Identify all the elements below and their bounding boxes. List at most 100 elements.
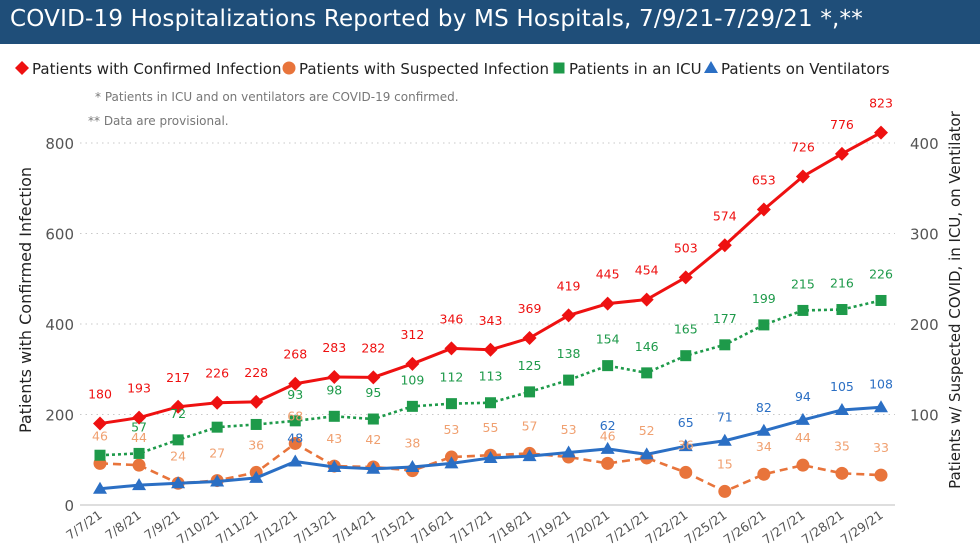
point-patients-on-ventilators bbox=[756, 423, 771, 436]
point-patients-on-ventilators bbox=[171, 476, 186, 489]
point-patients-in-an-icu bbox=[524, 386, 536, 398]
data-label-patients-in-an-icu: 98 bbox=[326, 382, 342, 397]
data-label-patients-with-suspected-infection: 42 bbox=[365, 432, 381, 447]
data-label-patients-with-confirmed-infection: 228 bbox=[244, 365, 268, 380]
point-patients-on-ventilators bbox=[366, 461, 381, 474]
y-left-axis-title: Patients with Confirmed Infection bbox=[16, 167, 35, 433]
point-patients-with-confirmed-infection bbox=[210, 395, 225, 410]
data-label-patients-with-confirmed-infection: 503 bbox=[674, 240, 698, 255]
x-tick-label: 7/19/21 bbox=[525, 507, 573, 547]
point-patients-with-confirmed-infection bbox=[874, 125, 888, 140]
point-patients-with-suspected-infection bbox=[718, 484, 732, 498]
point-patients-in-an-icu bbox=[719, 339, 731, 351]
x-tick-label: 7/11/21 bbox=[213, 507, 261, 547]
data-label-patients-with-confirmed-infection: 226 bbox=[205, 366, 229, 381]
point-patients-with-suspected-infection bbox=[601, 456, 615, 470]
data-label-patients-with-suspected-infection: 44 bbox=[795, 430, 811, 445]
point-patients-with-confirmed-infection bbox=[171, 399, 186, 414]
data-label-patients-on-ventilators: 62 bbox=[600, 418, 616, 433]
y-right-tick-label: 300 bbox=[910, 226, 939, 244]
point-patients-in-an-icu bbox=[211, 421, 223, 433]
y-right-tick-label: 100 bbox=[910, 407, 939, 425]
x-tick-label: 7/16/21 bbox=[408, 507, 456, 547]
data-label-patients-in-an-icu: 215 bbox=[791, 276, 815, 291]
y-left-tick-label: 200 bbox=[45, 407, 74, 425]
point-patients-with-confirmed-infection bbox=[795, 169, 810, 184]
point-patients-on-ventilators bbox=[874, 400, 888, 413]
data-label-patients-with-confirmed-infection: 282 bbox=[361, 340, 385, 355]
data-label-patients-in-an-icu: 112 bbox=[440, 370, 464, 385]
point-patients-in-an-icu bbox=[250, 418, 262, 430]
point-patients-on-ventilators bbox=[639, 447, 654, 460]
point-patients-with-suspected-infection bbox=[796, 458, 810, 472]
title-bar: COVID-19 Hospitalizations Reported by MS… bbox=[0, 0, 980, 44]
data-label-patients-in-an-icu: 199 bbox=[752, 291, 776, 306]
data-label-patients-with-suspected-infection: 57 bbox=[522, 418, 538, 433]
point-patients-with-confirmed-infection bbox=[756, 202, 771, 217]
data-label-patients-with-suspected-infection: 44 bbox=[131, 430, 147, 445]
point-patients-in-an-icu bbox=[602, 360, 614, 372]
point-patients-with-suspected-infection bbox=[288, 436, 302, 450]
point-patients-on-ventilators bbox=[93, 481, 107, 494]
data-label-patients-with-confirmed-infection: 419 bbox=[557, 278, 581, 293]
data-label-patients-on-ventilators: 105 bbox=[830, 379, 854, 394]
point-patients-with-confirmed-infection bbox=[678, 270, 693, 285]
data-label-patients-with-suspected-infection: 27 bbox=[209, 446, 225, 461]
data-label-patients-on-ventilators: 71 bbox=[717, 410, 733, 425]
data-label-patients-on-ventilators: 65 bbox=[678, 415, 694, 430]
point-patients-in-an-icu bbox=[485, 397, 496, 409]
point-patients-in-an-icu bbox=[172, 434, 184, 446]
point-patients-in-an-icu bbox=[406, 400, 418, 412]
x-tick-label: 7/26/21 bbox=[720, 507, 768, 547]
x-tick-label: 7/13/21 bbox=[291, 507, 339, 547]
data-label-patients-on-ventilators: 94 bbox=[795, 389, 811, 404]
point-patients-in-an-icu bbox=[836, 304, 848, 316]
point-patients-with-confirmed-infection bbox=[249, 394, 264, 409]
y-left-tick-label: 800 bbox=[45, 135, 74, 153]
point-patients-with-suspected-infection bbox=[679, 465, 693, 479]
data-label-patients-with-confirmed-infection: 343 bbox=[479, 313, 503, 328]
note-provisional: ** Data are provisional. bbox=[88, 114, 229, 128]
legend-marker-patients-on-ventilators bbox=[704, 61, 718, 73]
data-label-patients-with-confirmed-infection: 726 bbox=[791, 139, 815, 154]
data-label-patients-with-suspected-infection: 68 bbox=[287, 408, 303, 423]
point-patients-with-confirmed-infection bbox=[561, 308, 576, 323]
data-label-patients-with-confirmed-infection: 445 bbox=[596, 267, 620, 282]
note-icu-ventilators: * Patients in ICU and on ventilators are… bbox=[95, 90, 459, 104]
y-left-tick-label: 600 bbox=[45, 226, 74, 244]
point-patients-in-an-icu bbox=[94, 449, 106, 461]
data-label-patients-in-an-icu: 165 bbox=[674, 322, 698, 337]
x-tick-label: 7/10/21 bbox=[174, 507, 222, 547]
data-label-patients-in-an-icu: 57 bbox=[131, 419, 147, 434]
data-label-patients-with-suspected-infection: 36 bbox=[248, 437, 264, 452]
point-patients-on-ventilators bbox=[405, 459, 420, 472]
point-patients-in-an-icu bbox=[289, 415, 301, 427]
data-label-patients-with-confirmed-infection: 574 bbox=[713, 208, 737, 223]
point-patients-with-suspected-infection bbox=[874, 468, 888, 482]
point-patients-on-ventilators bbox=[678, 439, 693, 452]
point-patients-in-an-icu bbox=[797, 304, 809, 316]
y-right-tick-label: 200 bbox=[910, 316, 939, 334]
point-patients-with-confirmed-infection bbox=[132, 410, 147, 425]
point-patients-in-an-icu bbox=[875, 294, 887, 306]
data-label-patients-in-an-icu: 95 bbox=[365, 385, 381, 400]
data-label-patients-with-confirmed-infection: 180 bbox=[88, 387, 112, 402]
point-patients-with-confirmed-infection bbox=[405, 356, 420, 371]
point-patients-in-an-icu bbox=[641, 367, 653, 379]
data-label-patients-with-confirmed-infection: 312 bbox=[400, 327, 424, 342]
data-label-patients-with-confirmed-infection: 346 bbox=[440, 311, 464, 326]
data-label-patients-with-suspected-infection: 46 bbox=[92, 428, 108, 443]
point-patients-with-suspected-infection bbox=[835, 466, 849, 480]
x-tick-label: 7/8/21 bbox=[102, 507, 144, 542]
point-patients-with-confirmed-infection bbox=[717, 238, 732, 253]
data-label-patients-on-ventilators: 82 bbox=[756, 400, 772, 415]
point-patients-in-an-icu bbox=[758, 319, 770, 331]
point-patients-on-ventilators bbox=[210, 474, 225, 487]
x-tick-label: 7/22/21 bbox=[642, 507, 690, 547]
data-label-patients-in-an-icu: 154 bbox=[596, 332, 620, 347]
chart-title: COVID-19 Hospitalizations Reported by MS… bbox=[10, 6, 863, 32]
point-patients-on-ventilators bbox=[522, 449, 537, 462]
point-patients-in-an-icu bbox=[367, 413, 379, 425]
data-label-patients-with-confirmed-infection: 776 bbox=[830, 117, 854, 132]
point-patients-on-ventilators bbox=[132, 478, 147, 491]
